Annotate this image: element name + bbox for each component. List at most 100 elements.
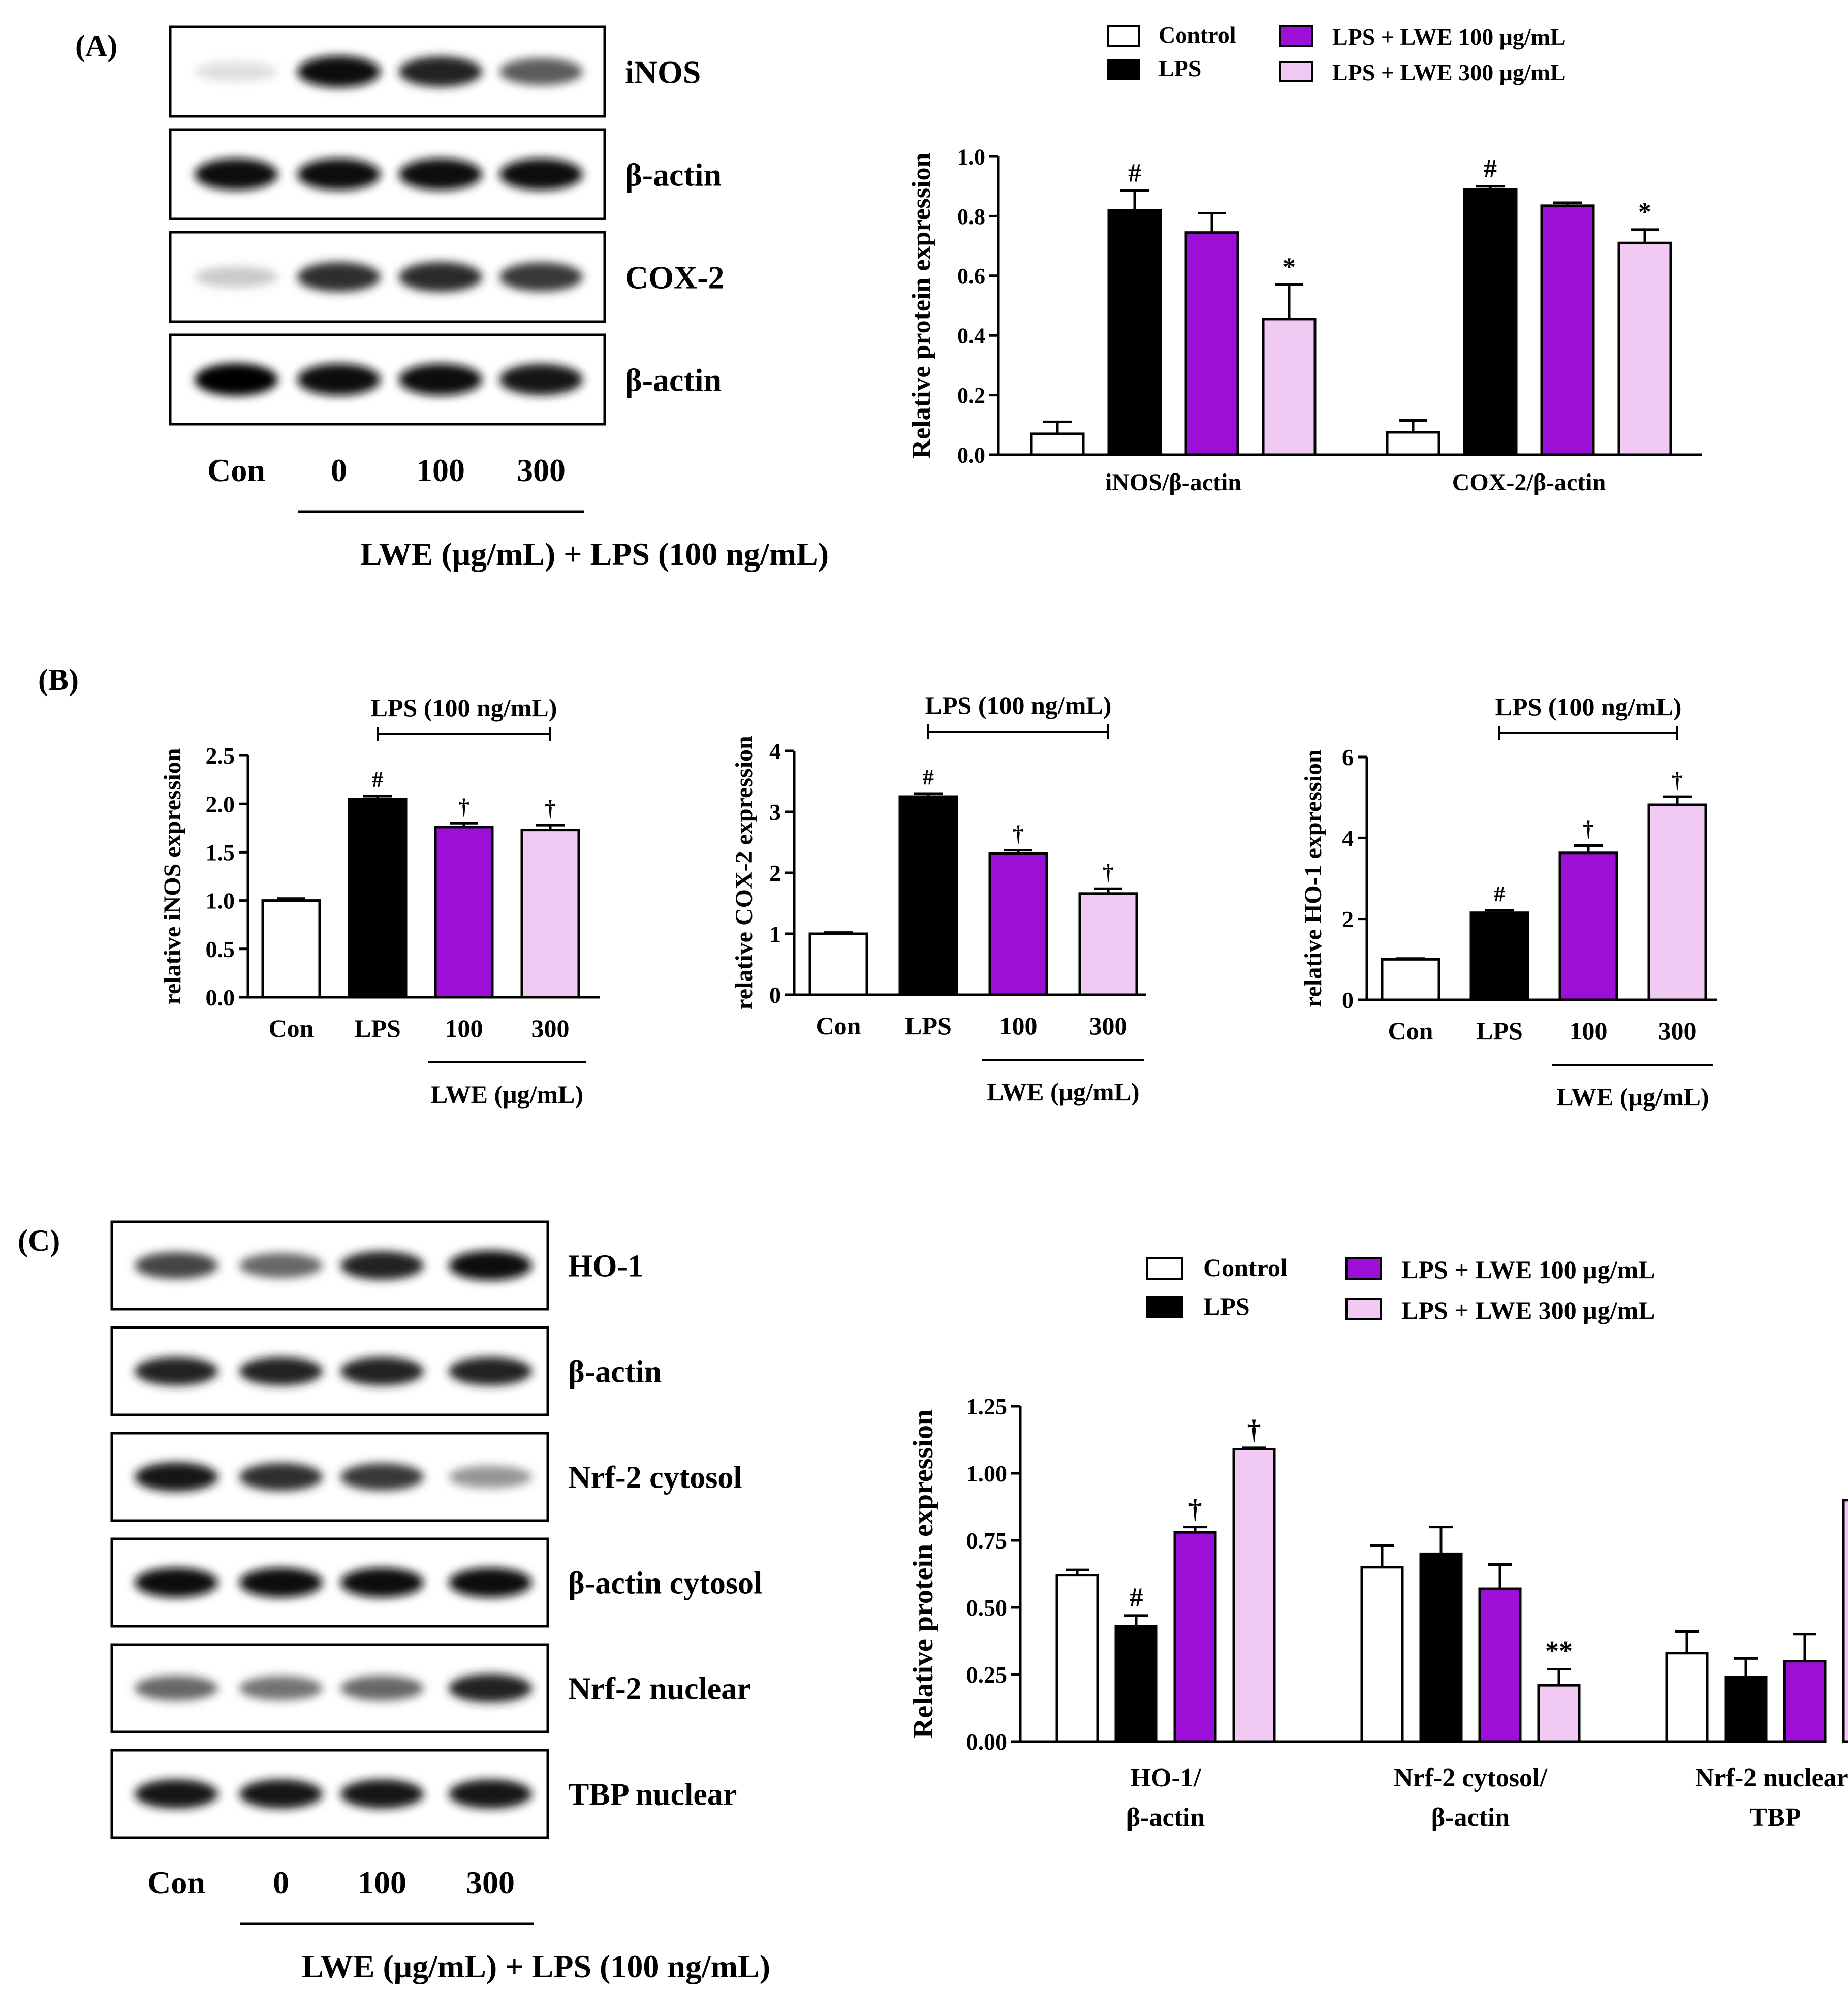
bar-lps-lwe-100-g-ml-1 (1540, 204, 1595, 456)
blot-band (499, 58, 583, 85)
blot-lane-label: 0 (331, 452, 347, 488)
chart-b-ho1-expression: 0 2 4 6 relative HO-1 expression Con # LPS † 100 †… (1300, 692, 1717, 1111)
y-tick-label: 2.0 (206, 791, 235, 817)
bar-100-significance-mark: † (458, 794, 469, 819)
blot-row-label: COX-2 (625, 259, 725, 295)
y-tick-label: 0 (769, 982, 781, 1008)
blot-band (449, 1465, 532, 1489)
legend-label-lwe300: LPS + LWE 300 μg/mL (1332, 59, 1566, 85)
x-category-label: β-actin (1126, 1803, 1205, 1832)
bar-lps-lwe-100-g-ml-1 (1478, 1587, 1522, 1743)
blot-band (340, 1779, 424, 1809)
x-tick-label: 300 (531, 1014, 570, 1043)
bar-300-significance-mark: † (1672, 768, 1683, 793)
x-tick-label: 300 (1658, 1017, 1697, 1045)
bar-control-0 (1030, 432, 1085, 456)
blot-band (135, 1779, 218, 1809)
y-tick-label: 0.8 (957, 204, 985, 229)
blot-band (297, 262, 381, 292)
blot-band (297, 55, 381, 88)
blot-row-label: β-actin (625, 156, 722, 193)
legend-swatch-control (1107, 25, 1140, 47)
bar-lps-lwe-300-g-ml-1 (1617, 241, 1672, 456)
y-tick-label: 0.2 (957, 383, 985, 408)
y-tick-label: 6 (1342, 744, 1354, 770)
blot-band (135, 1252, 218, 1279)
y-axis-label: Relative protein expression (907, 153, 936, 459)
blot-band (399, 56, 482, 87)
bar-control-2 (1665, 1652, 1709, 1743)
bar-lps-significance-mark: # (1494, 881, 1505, 906)
y-tick-label: 2.5 (206, 743, 235, 769)
bar-lps-0 (1114, 1625, 1158, 1743)
blot-band (239, 1253, 323, 1278)
blot-row-label: HO-1 (568, 1249, 643, 1284)
chart-c-protein-expression: 0.00 0.25 0.50 0.75 1.00 1.25 Relative protein… (907, 1394, 1848, 1832)
bar-lps (1469, 911, 1529, 1001)
bar-lps-significance-mark: # (923, 765, 934, 789)
y-tick-label: 0.5 (206, 936, 235, 962)
blot-band (499, 158, 583, 191)
chart-b-cox2-expression: 0 1 2 3 4 relative COX-2 expression Con # LPS † 10… (731, 691, 1146, 1106)
x-category-label: TBP (1749, 1803, 1801, 1832)
lps-bracket-label: LPS (100 ng/mL) (371, 693, 557, 722)
legend-label-control: Control (1158, 22, 1236, 48)
y-tick-label: 1.0 (957, 144, 985, 169)
blot-lane-label: 100 (416, 452, 465, 488)
blot-row-label: TBP nuclear (568, 1778, 737, 1812)
lwe-group-label: LWE (μg/mL) (987, 1078, 1139, 1106)
bar-lps-lwe-100-g-ml-0 (1184, 231, 1239, 456)
blot-panel-a: iNOS β-actin COX-2 β-actin Con 0 100 300 LWE (μg… (169, 25, 829, 572)
x-tick-label: LPS (905, 1012, 952, 1040)
y-tick-label: 1.0 (206, 888, 235, 914)
x-category-label: iNOS/β-actin (1105, 469, 1241, 496)
panel-b-label: (B) (38, 663, 79, 697)
legend-swatch-lwe100 (1345, 1257, 1382, 1280)
blot-band (340, 1567, 424, 1598)
blot-band (449, 1567, 532, 1598)
x-tick-label: 100 (999, 1012, 1038, 1040)
bar-100 (434, 826, 494, 999)
legend-a: Control LPS LPS + LWE 100 μg/mL LPS + LW… (1107, 22, 1566, 85)
bar-lps-significance-mark: # (372, 767, 383, 792)
bar-con (261, 899, 321, 999)
bar-lps-1 (1463, 188, 1518, 456)
y-axis-label: relative HO-1 expression (1300, 749, 1327, 1007)
chart-a-protein-expression: 0.0 0.2 0.4 0.6 0.8 1.0 Relative protein expre… (907, 144, 1702, 496)
legend-label-lwe100: LPS + LWE 100 μg/mL (1332, 24, 1566, 50)
blot-row-label: iNOS (625, 54, 701, 90)
blot-band (135, 1462, 218, 1492)
bar-300 (1078, 892, 1138, 996)
y-axis-label: Relative protein expression (907, 1409, 939, 1739)
lwe-group-label: LWE (μg/mL) (1556, 1083, 1709, 1111)
y-tick-label: 1 (769, 921, 781, 947)
y-axis-label: relative iNOS expression (159, 748, 186, 1005)
bar-100-significance-mark: † (1013, 822, 1024, 846)
y-tick-label: 0.25 (966, 1662, 1008, 1688)
x-tick-label: Con (816, 1012, 861, 1040)
bar-lps (898, 795, 958, 996)
legend-swatch-control (1146, 1257, 1183, 1280)
bar-lps-lwe-300-g-ml-1-significance-mark: ** (1545, 1635, 1573, 1666)
x-category-label: Nrf-2 cytosol/ (1394, 1763, 1547, 1792)
blot-band (399, 158, 482, 191)
bar-lps-0 (1107, 209, 1162, 456)
bar-100 (988, 852, 1048, 996)
y-axis-label: relative COX-2 expression (731, 736, 758, 1009)
y-tick-label: 0.50 (966, 1595, 1008, 1621)
bar-lps-lwe-300-g-ml-0-significance-mark: * (1282, 252, 1296, 281)
y-tick-label: 0.0 (957, 443, 985, 467)
y-tick-label: 1.25 (966, 1394, 1008, 1419)
bar-lps-lwe-100-g-ml-0 (1173, 1531, 1217, 1743)
x-tick-label: LPS (354, 1014, 401, 1043)
legend-c: Control LPS LPS + LWE 100 μg/mL LPS + LW… (1146, 1253, 1655, 1324)
bar-lps-lwe-300-g-ml-1 (1537, 1684, 1581, 1743)
x-tick-label: LPS (1476, 1017, 1523, 1045)
y-tick-label: 3 (769, 799, 781, 825)
y-tick-label: 2 (1342, 906, 1354, 932)
legend-label-lwe300: LPS + LWE 300 μg/mL (1401, 1296, 1655, 1324)
legend-label-control: Control (1203, 1253, 1288, 1282)
bar-control-0 (1055, 1574, 1099, 1743)
panel-c-label: (C) (18, 1224, 60, 1257)
